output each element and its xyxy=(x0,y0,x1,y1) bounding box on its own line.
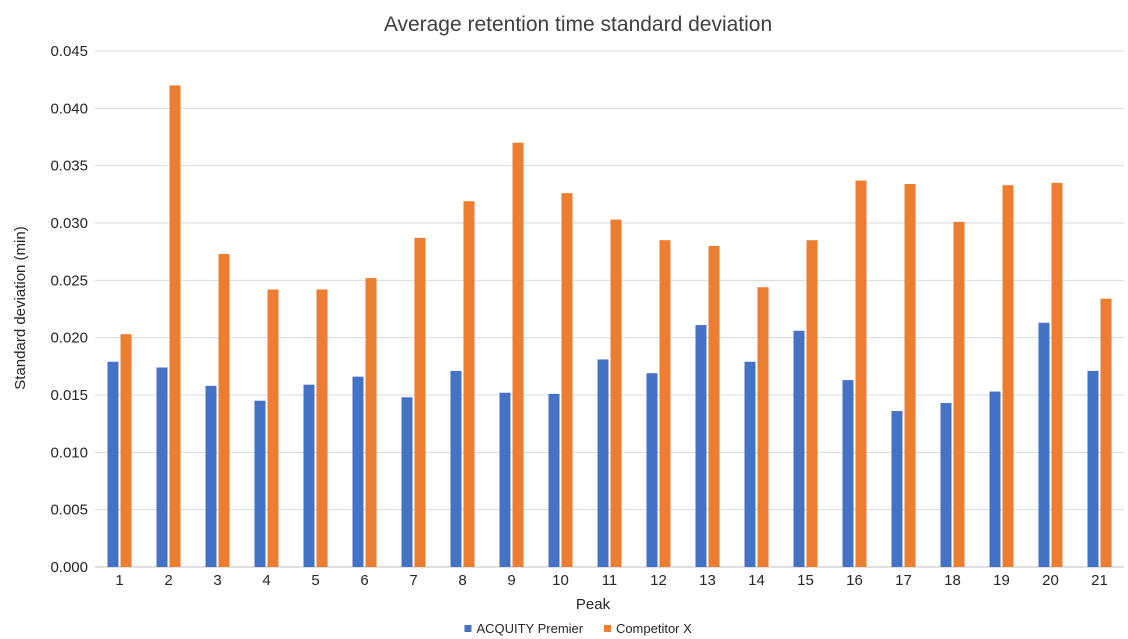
bar-competitor-x-6 xyxy=(365,278,377,567)
x-tick-label: 18 xyxy=(944,572,961,589)
x-tick-label: 5 xyxy=(311,572,319,589)
y-tick-label: 0.010 xyxy=(50,444,88,461)
bar-acquity-premier-7 xyxy=(401,397,413,567)
bar-acquity-premier-11 xyxy=(597,359,609,567)
bar-acquity-premier-20 xyxy=(1038,322,1050,567)
legend-label: Competitor X xyxy=(616,621,692,636)
bar-competitor-x-1 xyxy=(120,334,132,567)
bar-competitor-x-18 xyxy=(953,221,965,567)
x-tick-label: 2 xyxy=(164,572,172,589)
y-tick-label: 0.025 xyxy=(50,272,88,289)
bar-acquity-premier-3 xyxy=(205,385,217,567)
x-axis-ticks: 1 2 3 4 5 6 7 8 9 10 11 12 13 14 15 16 17 18 19 20 21 xyxy=(115,572,1108,589)
bar-acquity-premier-10 xyxy=(548,393,560,567)
bar-competitor-x-15 xyxy=(806,240,818,567)
x-tick-label: 12 xyxy=(650,572,667,589)
bar-competitor-x-14 xyxy=(757,287,769,567)
bar-acquity-premier-15 xyxy=(793,330,805,567)
y-tick-label: 0.040 xyxy=(50,100,88,117)
bar-competitor-x-8 xyxy=(463,201,475,568)
bar-acquity-premier-1 xyxy=(107,361,119,567)
bar-acquity-premier-12 xyxy=(646,373,658,567)
x-tick-label: 8 xyxy=(458,572,466,589)
legend-label: ACQUITY Premier xyxy=(476,621,583,636)
bar-competitor-x-4 xyxy=(267,289,279,567)
x-tick-label: 7 xyxy=(409,572,417,589)
x-tick-label: 4 xyxy=(262,572,270,589)
bar-competitor-x-19 xyxy=(1002,185,1014,567)
bar-competitor-x-10 xyxy=(561,193,573,568)
bar-acquity-premier-6 xyxy=(352,376,364,567)
bar-competitor-x-11 xyxy=(610,219,622,567)
x-tick-label: 10 xyxy=(552,572,569,589)
y-axis-label: Standard deviation (min) xyxy=(12,226,29,389)
bar-acquity-premier-14 xyxy=(744,361,756,567)
bar-acquity-premier-21 xyxy=(1087,370,1099,567)
bar-competitor-x-2 xyxy=(169,85,181,568)
x-tick-label: 15 xyxy=(797,572,814,589)
bar-acquity-premier-2 xyxy=(156,367,168,567)
x-tick-label: 17 xyxy=(895,572,912,589)
gridlines xyxy=(95,50,1124,568)
x-tick-label: 13 xyxy=(699,572,716,589)
y-tick-label: 0.015 xyxy=(50,387,88,404)
x-tick-label: 6 xyxy=(360,572,368,589)
legend-swatch xyxy=(464,625,472,632)
bar-acquity-premier-16 xyxy=(842,380,854,567)
bars xyxy=(107,85,1112,568)
bar-competitor-x-12 xyxy=(659,240,671,567)
y-tick-label: 0.045 xyxy=(50,43,88,60)
bar-competitor-x-9 xyxy=(512,142,524,567)
bar-competitor-x-13 xyxy=(708,245,720,567)
bar-competitor-x-5 xyxy=(316,289,328,567)
x-tick-label: 11 xyxy=(602,572,618,589)
bar-acquity-premier-5 xyxy=(303,384,315,567)
x-tick-label: 3 xyxy=(213,572,221,589)
bar-competitor-x-3 xyxy=(218,253,230,567)
legend-swatch xyxy=(603,625,611,632)
bar-acquity-premier-18 xyxy=(940,403,952,567)
legend: ACQUITY Premier Competitor X xyxy=(464,621,692,636)
y-tick-label: 0.000 xyxy=(50,559,88,576)
bar-competitor-x-16 xyxy=(855,180,867,567)
y-tick-label: 0.035 xyxy=(50,158,88,175)
bar-acquity-premier-4 xyxy=(254,400,266,567)
x-tick-label: 1 xyxy=(115,572,123,589)
bar-competitor-x-20 xyxy=(1051,182,1063,567)
x-tick-label: 21 xyxy=(1091,572,1108,589)
x-tick-label: 14 xyxy=(748,572,765,589)
y-tick-label: 0.005 xyxy=(50,502,88,519)
bar-acquity-premier-17 xyxy=(891,411,903,567)
y-tick-label: 0.030 xyxy=(50,215,88,232)
bar-acquity-premier-19 xyxy=(989,391,1001,567)
x-axis-label: Peak xyxy=(576,596,611,613)
bar-competitor-x-17 xyxy=(904,184,916,567)
x-tick-label: 19 xyxy=(993,572,1010,589)
y-axis-ticks: 0.000 0.005 0.010 0.015 0.020 0.025 0.030 0.035… xyxy=(50,43,88,576)
bar-competitor-x-7 xyxy=(414,237,426,567)
bar-acquity-premier-13 xyxy=(695,325,707,567)
x-tick-label: 9 xyxy=(507,572,515,589)
x-tick-label: 16 xyxy=(846,572,863,589)
bar-acquity-premier-8 xyxy=(450,370,462,567)
y-tick-label: 0.020 xyxy=(50,330,88,347)
bar-competitor-x-21 xyxy=(1100,298,1112,567)
chart-title: Average retention time standard deviatio… xyxy=(384,13,772,36)
bar-acquity-premier-9 xyxy=(499,392,511,567)
x-tick-label: 20 xyxy=(1042,572,1059,589)
